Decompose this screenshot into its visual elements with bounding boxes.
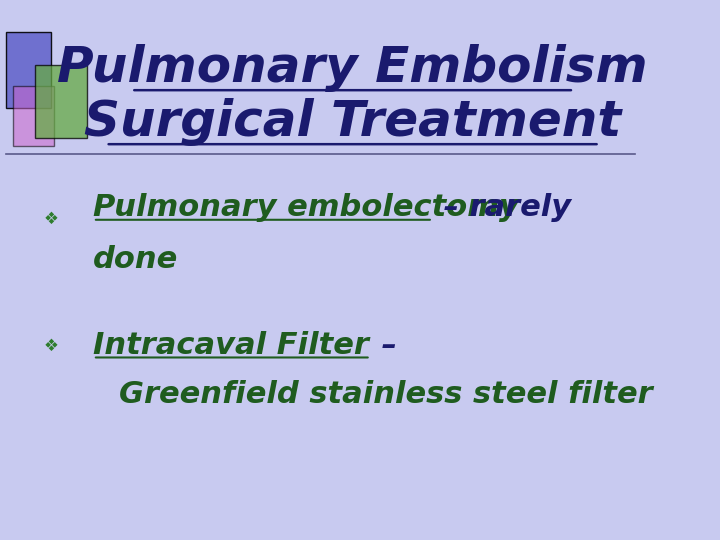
Text: ❖: ❖ xyxy=(44,210,59,228)
FancyBboxPatch shape xyxy=(6,32,51,108)
Text: Pulmonary Embolism: Pulmonary Embolism xyxy=(58,44,648,91)
Text: Intracaval Filter: Intracaval Filter xyxy=(93,331,369,360)
Text: Greenfield stainless steel filter: Greenfield stainless steel filter xyxy=(119,380,652,409)
FancyBboxPatch shape xyxy=(13,86,55,146)
Text: Pulmonary embolectomy: Pulmonary embolectomy xyxy=(93,193,519,222)
Text: ❖: ❖ xyxy=(44,336,59,355)
Text: –: – xyxy=(371,331,397,360)
Text: Surgical Treatment: Surgical Treatment xyxy=(84,98,621,145)
Text: done: done xyxy=(93,245,179,274)
FancyBboxPatch shape xyxy=(35,65,86,138)
Text: – rarely: – rarely xyxy=(433,193,571,222)
